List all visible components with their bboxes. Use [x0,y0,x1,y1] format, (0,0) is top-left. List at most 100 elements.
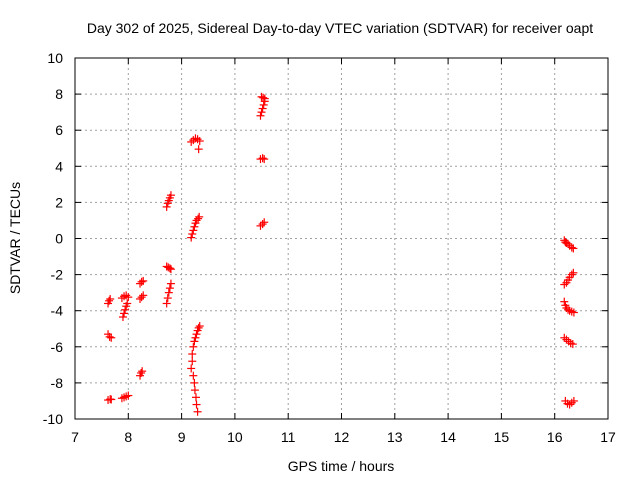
data-point [195,322,204,331]
data-point [190,222,199,231]
data-point [107,395,116,404]
data-point [195,137,204,146]
data-point [120,309,129,318]
data-point [260,94,269,103]
y-axis-label: SDTVAR / TECUs [7,182,23,294]
data-point [107,333,116,342]
y-tick-label: 10 [47,50,63,66]
data-point [191,333,200,342]
data-point [137,277,146,286]
data-point [256,111,265,120]
data-point [124,391,133,400]
data-point [567,270,576,279]
data-point [166,279,175,288]
data-point [569,244,578,253]
data-points [104,92,578,416]
x-tick-label: 7 [71,429,79,445]
data-point [138,367,147,376]
y-tick-label: 2 [55,194,63,210]
gridlines [75,58,608,419]
y-tick-label: 4 [55,158,63,174]
tick-labels: 7 8 9 10 11 12 13 14 15 16 17 -10 -8 -6 -4 -2 0 2 4 6 8 10 [43,50,616,445]
data-point [187,364,196,373]
data-point [260,155,269,164]
x-tick-label: 15 [494,429,510,445]
data-point [137,368,146,377]
x-tick-label: 17 [600,429,616,445]
x-tick-label: 10 [227,429,243,445]
data-point [569,268,578,277]
data-point [188,350,197,359]
data-point [121,305,130,314]
data-point [166,265,175,274]
data-point [259,93,268,102]
data-point [258,220,267,229]
data-point [195,212,204,221]
data-point [193,407,202,416]
data-point [258,104,267,113]
data-point [192,330,201,339]
data-point [165,264,174,273]
data-point [189,371,198,380]
plot-frame [74,57,609,420]
data-point [139,291,148,300]
data-point [190,337,199,346]
data-point [260,218,269,227]
data-point [187,233,196,242]
data-point [123,299,132,308]
y-tick-label: 0 [55,231,63,247]
data-point [191,393,200,402]
data-point [137,293,146,302]
data-point [162,299,171,308]
data-point [188,229,197,238]
y-tick-label: -6 [51,339,64,355]
y-tick-label: 8 [55,86,63,102]
x-axis-label: GPS time / hours [288,458,395,474]
data-point [163,294,172,303]
data-point [188,357,197,366]
data-point [166,191,175,200]
data-point [164,288,173,297]
data-point [190,378,199,387]
data-point [192,400,201,409]
x-tick-label: 9 [178,429,186,445]
y-tick-label: -2 [51,267,64,283]
data-point [569,396,578,405]
chart-title: Day 302 of 2025, Sidereal Day-to-day VTE… [87,20,593,36]
data-point [560,297,569,306]
data-point [139,276,148,285]
data-point [165,284,174,293]
x-tick-label: 11 [281,429,296,445]
data-point [105,296,114,305]
x-tick-label: 14 [440,429,456,445]
data-point [190,386,199,395]
x-tick-label: 13 [387,429,403,445]
data-point [564,239,573,248]
data-point [564,305,573,314]
data-point [569,308,578,317]
data-point [189,226,198,235]
x-tick-label: 16 [547,429,563,445]
data-point [194,323,203,332]
y-tick-label: -10 [43,411,63,427]
data-point [124,293,133,302]
data-point [568,340,577,349]
data-point [257,108,266,117]
data-point [567,243,576,252]
x-tick-label: 8 [124,429,132,445]
data-point [162,202,171,211]
y-tick-label: -4 [51,303,64,319]
data-point [189,342,198,351]
data-point [194,145,203,154]
data-point [259,100,268,109]
y-tick-label: -8 [51,375,64,391]
data-point [106,294,115,303]
data-point [258,154,267,163]
x-tick-label: 12 [334,429,350,445]
data-point [118,313,127,322]
data-point [105,332,114,341]
data-point [194,214,203,223]
y-tick-label: 6 [55,122,63,138]
